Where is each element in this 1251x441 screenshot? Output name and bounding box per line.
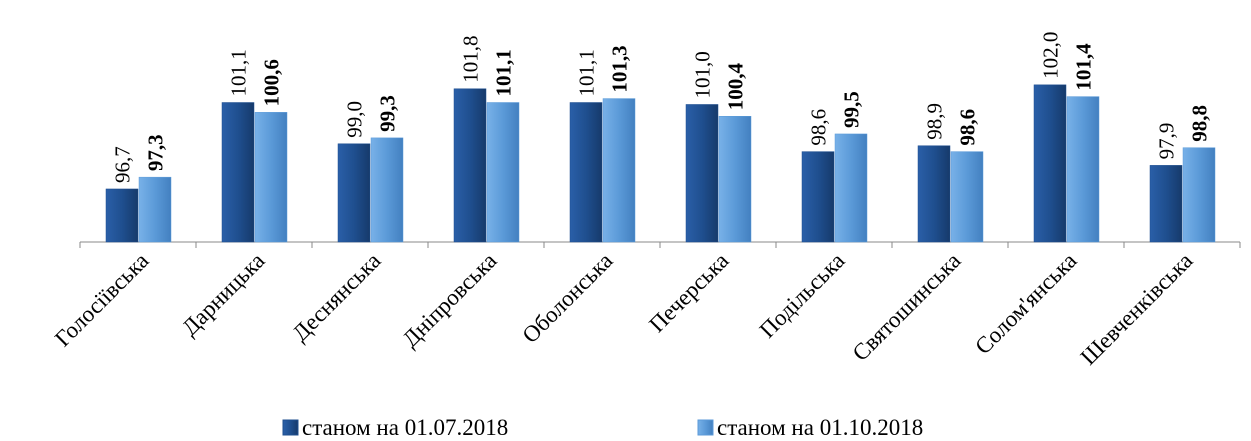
value-label: 101,4 (1072, 43, 1096, 91)
x-tick-label: Святошинська (848, 248, 966, 366)
bar (917, 145, 951, 243)
legend-swatch (697, 419, 714, 436)
x-tick-label: Печерська (644, 248, 733, 337)
bar (718, 116, 752, 243)
bar (685, 104, 719, 243)
bar (337, 143, 371, 243)
value-label: 100,4 (724, 63, 748, 111)
value-label: 97,3 (144, 134, 168, 171)
value-label: 99,0 (343, 101, 367, 138)
x-tick-label: Дніпровська (397, 248, 501, 352)
x-tick-label: Шевченківська (1076, 248, 1198, 370)
bar (1033, 84, 1067, 243)
value-label: 101,1 (227, 49, 251, 96)
legend-label: станом на 01.10.2018 (717, 415, 923, 440)
value-label: 96,7 (111, 146, 135, 183)
legend-swatch (282, 419, 299, 436)
legend-label: станом на 01.07.2018 (302, 415, 508, 440)
bar (950, 151, 984, 243)
bar (254, 112, 288, 243)
bar (569, 102, 603, 243)
value-label: 99,5 (840, 91, 864, 128)
x-tick-label: Дарницька (177, 248, 270, 341)
value-label: 101,0 (691, 51, 715, 98)
x-tick-label: Голосіївська (50, 248, 154, 352)
bar (1066, 96, 1100, 243)
bar (1149, 165, 1183, 243)
value-label: 98,6 (956, 109, 980, 146)
value-label: 99,3 (376, 95, 400, 132)
bar (801, 151, 835, 243)
bar (1182, 147, 1216, 243)
x-tick-label: Подільська (755, 248, 850, 343)
bar (834, 133, 868, 243)
bar (138, 176, 172, 243)
bar (105, 188, 139, 243)
bar (370, 137, 404, 243)
value-label: 98,9 (923, 103, 947, 140)
bar (486, 102, 520, 243)
bar (453, 88, 487, 243)
value-label: 101,1 (575, 49, 599, 96)
bar (602, 98, 636, 243)
value-label: 101,8 (459, 36, 483, 83)
x-tick-label: Деснянська (287, 248, 385, 346)
x-tick-label: Оболонська (517, 248, 617, 348)
bar (221, 102, 255, 243)
value-label: 100,6 (260, 59, 284, 106)
value-label: 97,9 (1155, 123, 1179, 160)
value-label: 101,1 (492, 49, 516, 96)
value-label: 102,0 (1039, 32, 1063, 79)
x-tick-label: Солом'янська (970, 248, 1081, 359)
value-label: 98,6 (807, 109, 831, 146)
value-label: 98,8 (1188, 105, 1212, 142)
value-label: 101,3 (608, 45, 632, 92)
